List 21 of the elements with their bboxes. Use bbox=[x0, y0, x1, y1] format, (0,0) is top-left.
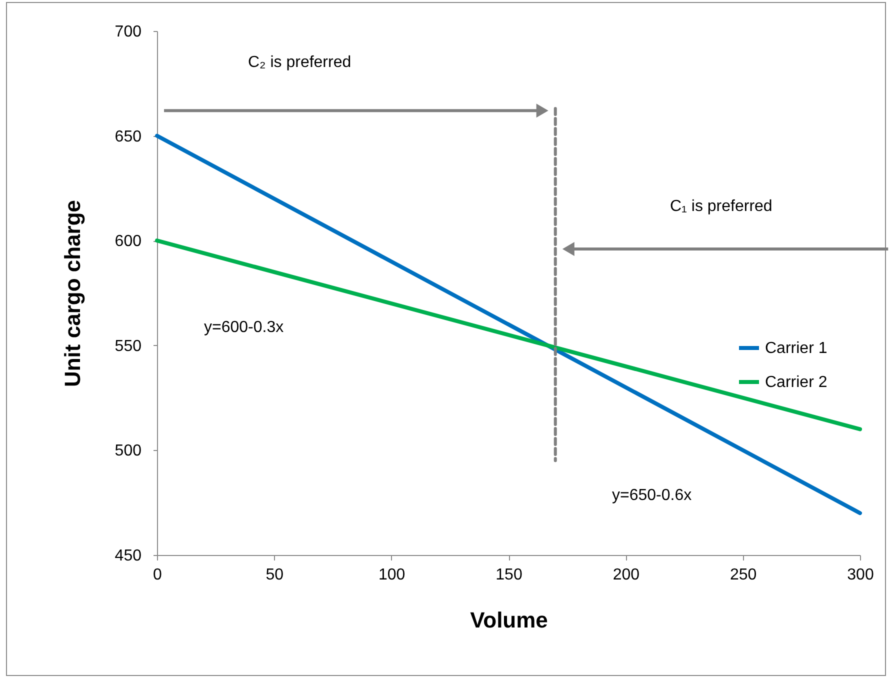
legend-label: Carrier 1 bbox=[765, 340, 828, 357]
annotation: C₁ is preferred bbox=[670, 198, 772, 215]
y-tick-label: 700 bbox=[114, 24, 142, 40]
y-tick-label: 650 bbox=[114, 128, 142, 146]
legend-label: Carrier 2 bbox=[765, 374, 828, 391]
x-tick-label: 300 bbox=[847, 566, 874, 584]
y-tick-label: 550 bbox=[114, 338, 142, 355]
y-axis-title: Unit cargo charge bbox=[60, 200, 85, 388]
x-tick-label: 0 bbox=[153, 566, 162, 584]
x-tick-label: 50 bbox=[266, 566, 284, 584]
x-tick-label: 200 bbox=[612, 566, 640, 584]
y-tick-label: 600 bbox=[114, 233, 142, 250]
y-tick-label: 500 bbox=[114, 442, 142, 460]
x-tick-label: 250 bbox=[730, 566, 757, 584]
annotation: C₂ is preferred bbox=[248, 54, 352, 71]
annotation: y=600-0.3x bbox=[204, 319, 284, 336]
y-tick-label: 450 bbox=[114, 548, 142, 564]
x-tick-label: 150 bbox=[496, 566, 522, 584]
annotation: y=650-0.6x bbox=[612, 487, 692, 504]
x-axis-title: Volume bbox=[470, 608, 548, 632]
x-tick-label: 100 bbox=[378, 566, 406, 584]
